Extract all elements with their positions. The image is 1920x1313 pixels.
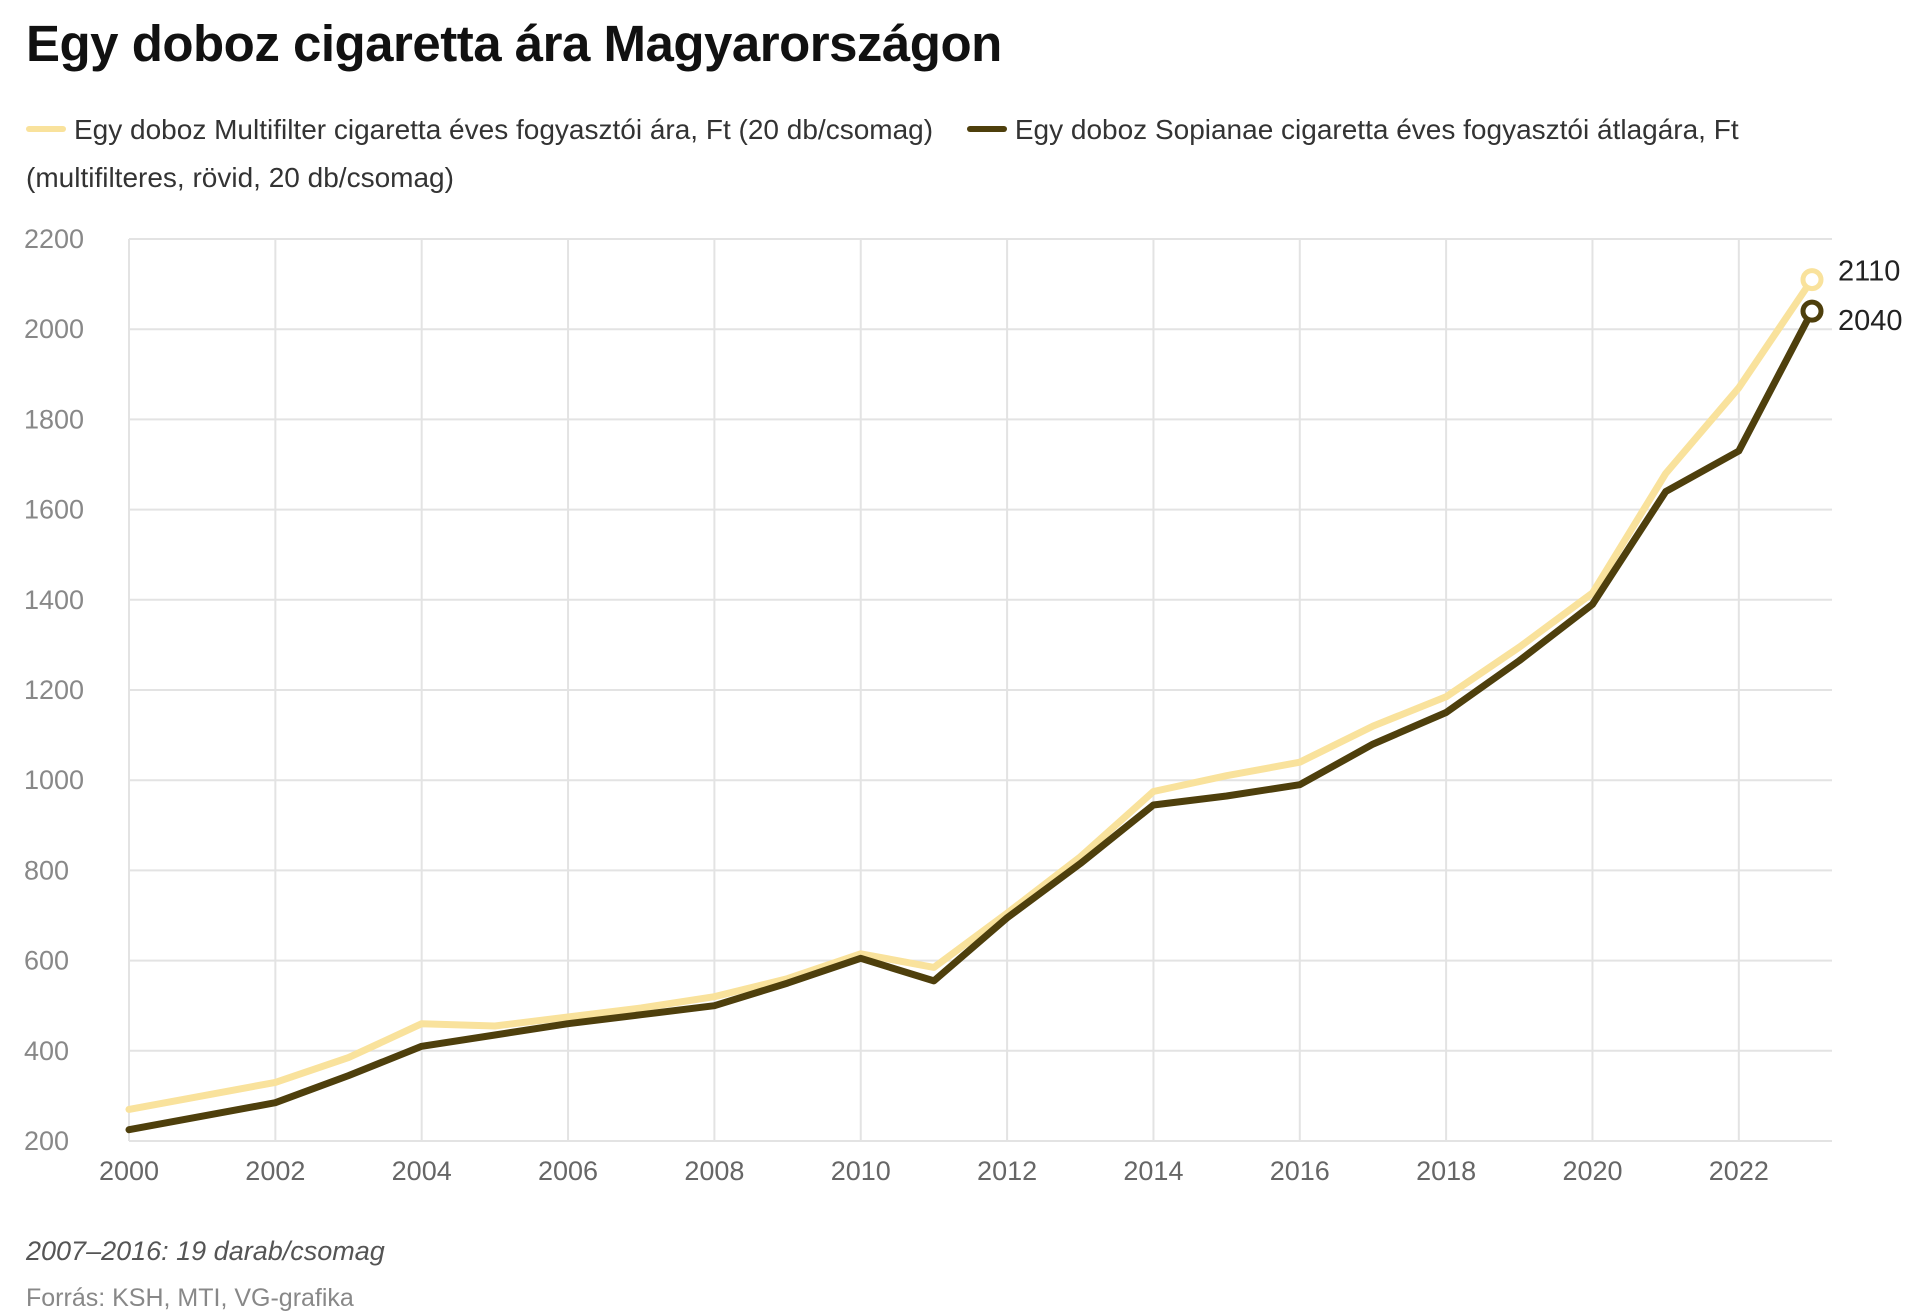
x-tick-label: 2004: [392, 1156, 452, 1186]
end-value-label-sopianae: 2040: [1838, 305, 1903, 337]
x-tick-label: 2002: [245, 1156, 305, 1186]
legend-item-multifilter: Egy doboz Multifilter cigaretta éves fog…: [26, 114, 933, 145]
label-layer: 2110 2040: [1838, 256, 1903, 338]
x-tick-label: 2020: [1562, 1156, 1622, 1186]
x-tick-label: 2008: [684, 1156, 744, 1186]
chart-note: 2007–2016: 19 darab/csomag: [26, 1236, 385, 1266]
legend-swatch-multifilter: [26, 125, 66, 132]
y-tick-label: 2200: [24, 224, 84, 254]
grid-layer: [128, 238, 1832, 1142]
x-tick-label: 2014: [1123, 1156, 1183, 1186]
x-tick-label: 2022: [1709, 1156, 1769, 1186]
chart-title: Egy doboz cigaretta ára Magyarországon: [26, 15, 1002, 72]
y-tick-label: 1800: [24, 404, 84, 434]
chart-source: Forrás: KSH, MTI, VG-grafika: [26, 1284, 354, 1312]
y-tick-label: 1200: [24, 675, 84, 705]
y-tick-label: 800: [24, 855, 69, 885]
x-tick-label: 2012: [977, 1156, 1037, 1186]
y-tick-label: 1400: [24, 585, 84, 615]
y-tick-label: 1000: [24, 765, 84, 795]
y-tick-label: 200: [24, 1126, 69, 1156]
y-tick-label: 600: [24, 946, 69, 976]
y-tick-label: 2000: [24, 314, 84, 344]
axis-layer: 200 400 600 800 1000 1200 1400 1600 1800 2000 2200…: [24, 224, 1769, 1186]
legend-item-sopianae: Egy doboz Sopianae cigaretta éves fogyas…: [26, 114, 1739, 193]
end-marker-multifilter: [1800, 268, 1824, 292]
legend-swatch-sopianae: [966, 125, 1007, 132]
x-tick-label: 2010: [831, 1156, 891, 1186]
series-line-multifilter: [125, 276, 1816, 1113]
series-layer: [125, 268, 1824, 1134]
legend-label-multifilter: Egy doboz Multifilter cigaretta éves fog…: [74, 114, 934, 145]
chart-legend: Egy doboz Multifilter cigaretta éves fog…: [26, 106, 1886, 202]
end-marker-sopianae: [1800, 299, 1824, 323]
legend-label-sopianae: Egy doboz Sopianae cigaretta éves fogyas…: [26, 114, 1739, 193]
series-line-sopianae: [125, 307, 1816, 1134]
x-tick-label: 2006: [538, 1156, 598, 1186]
y-tick-label: 400: [24, 1036, 69, 1066]
x-tick-label: 2018: [1416, 1156, 1476, 1186]
x-tick-label: 2000: [99, 1156, 159, 1186]
y-tick-label: 1600: [24, 495, 84, 525]
x-tick-label: 2016: [1270, 1156, 1330, 1186]
end-value-label-multifilter: 2110: [1838, 256, 1900, 288]
